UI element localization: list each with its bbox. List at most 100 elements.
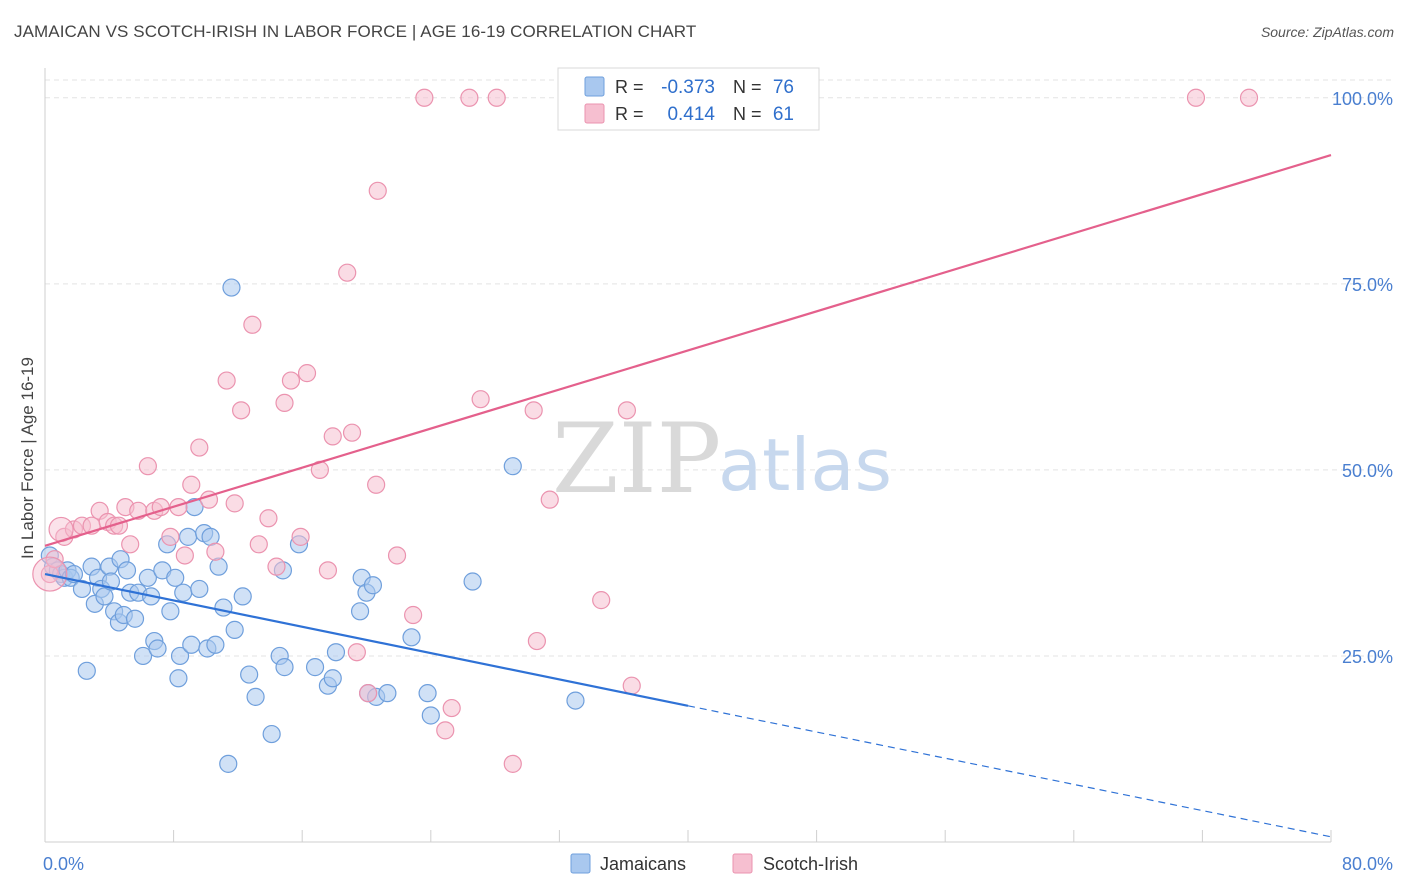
y-tick-label-75: 75.0% — [1342, 275, 1393, 295]
point-scotch-irish-30 — [275, 393, 294, 413]
point-scotch-irish-39 — [347, 643, 366, 662]
point-scotch-irish-60 — [1239, 88, 1259, 107]
legend-bottom-label-scotch-irish: Scotch-Irish — [763, 854, 858, 874]
point-scotch-irish-35 — [318, 561, 338, 580]
point-scotch-irish-18 — [175, 546, 194, 565]
point-scotch-irish-32 — [291, 527, 310, 546]
point-jamaicans-37 — [178, 527, 198, 546]
y-tick-label-50: 50.0% — [1342, 461, 1393, 481]
point-scotch-irish-47 — [442, 698, 461, 718]
legend-swatch-scotch-irish — [584, 103, 605, 124]
point-scotch-irish-49 — [471, 390, 490, 409]
point-scotch-irish-56 — [617, 401, 637, 420]
point-scotch-irish-22 — [206, 542, 225, 561]
point-scotch-irish-50 — [487, 88, 506, 107]
point-scotch-irish-33 — [297, 364, 317, 383]
x-tick-label-min: 0.0% — [43, 854, 84, 874]
trendline-scotch-irish — [44, 154, 1332, 547]
point-scotch-irish-28 — [259, 509, 278, 528]
point-jamaicans-8 — [72, 579, 92, 599]
legend-swatch-jamaicans — [584, 76, 605, 97]
point-jamaicans-32 — [161, 602, 180, 621]
legend-bottom-label-jamaicans: Jamaicans — [600, 854, 686, 874]
point-jamaicans-71 — [421, 706, 440, 725]
chart-title: JAMAICAN VS SCOTCH-IRISH IN LABOR FORCE … — [14, 22, 697, 41]
point-scotch-irish-45 — [415, 88, 434, 107]
point-jamaicans-50 — [233, 587, 252, 606]
point-jamaicans-36 — [174, 583, 193, 602]
point-scotch-irish-46 — [436, 721, 455, 740]
point-jamaicans-21 — [117, 561, 137, 580]
trend-layer — [44, 154, 1332, 838]
point-scotch-irish-57 — [622, 676, 641, 695]
legend-bottom: Jamaicans Scotch-Irish — [570, 853, 858, 874]
point-scotch-irish-53 — [527, 631, 546, 651]
point-scotch-irish-36 — [323, 427, 342, 446]
point-jamaicans-66 — [363, 576, 383, 595]
point-scotch-irish-23 — [217, 371, 236, 390]
watermark-zip: ZIP — [552, 403, 721, 515]
legend-n-label-scotch-irish: N = — [733, 104, 762, 124]
point-jamaicans-45 — [209, 557, 228, 576]
axis-layer — [44, 68, 1331, 843]
legend-top: R = -0.373 N = 76 R = 0.414 N = 61 — [557, 67, 820, 131]
point-jamaicans-56 — [275, 658, 294, 677]
trendline-jamaicans — [44, 572, 689, 707]
point-jamaicans-23 — [125, 609, 145, 628]
point-scotch-irish-13 — [138, 457, 157, 476]
point-scotch-irish-42 — [368, 181, 387, 200]
watermark-atlas: atlas — [718, 423, 892, 507]
point-jamaicans-68 — [378, 684, 397, 703]
point-scotch-irish-51 — [503, 754, 522, 773]
point-jamaicans-44 — [206, 635, 225, 654]
point-jamaicans-74 — [566, 691, 585, 710]
point-jamaicans-46 — [214, 598, 233, 617]
legend-n-value-scotch-irish: 61 — [773, 104, 794, 125]
point-scotch-irish-1 — [45, 550, 64, 569]
watermark: ZIP atlas — [552, 403, 892, 515]
point-scotch-irish-20 — [190, 438, 209, 457]
legend-r-label-scotch-irish: R = — [615, 104, 644, 124]
point-jamaicans-69 — [402, 628, 421, 647]
point-jamaicans-58 — [305, 658, 325, 677]
point-jamaicans-26 — [138, 568, 157, 587]
point-jamaicans-70 — [418, 684, 437, 703]
point-jamaicans-72 — [463, 572, 482, 591]
legend-bottom-swatch-jamaicans — [570, 853, 591, 874]
y-axis-title: In Labor Force | Age 16-19 — [18, 357, 37, 559]
point-jamaicans-40 — [190, 579, 209, 599]
point-scotch-irish-27 — [249, 535, 268, 554]
legend-n-value-jamaicans: 76 — [773, 77, 794, 98]
point-scotch-irish-25 — [232, 401, 251, 420]
point-scotch-irish-19 — [182, 475, 201, 494]
point-jamaicans-61 — [326, 643, 346, 662]
x-tick-label-max: 80.0% — [1342, 854, 1393, 874]
legend-n-label-jamaicans: N = — [733, 77, 762, 97]
y-tick-label-25: 25.0% — [1342, 647, 1393, 667]
point-scotch-irish-11 — [121, 535, 140, 554]
point-jamaicans-29 — [148, 639, 167, 658]
source-credit: Source: ZipAtlas.com — [1260, 24, 1394, 40]
point-scotch-irish-40 — [359, 684, 378, 703]
point-scotch-irish-26 — [243, 315, 262, 334]
point-scotch-irish-37 — [338, 263, 357, 282]
point-jamaicans-52 — [246, 687, 265, 706]
point-scotch-irish-54 — [540, 490, 559, 509]
point-jamaicans-49 — [225, 620, 244, 639]
point-jamaicans-34 — [169, 669, 188, 688]
grid-layer — [44, 79, 1392, 842]
point-scotch-irish-55 — [592, 591, 611, 610]
point-scotch-irish-38 — [342, 423, 362, 442]
trendline-jamaicans-extrapolated — [687, 705, 1332, 838]
point-scotch-irish-59 — [1186, 88, 1206, 107]
legend-r-label-jamaicans: R = — [615, 77, 644, 97]
point-jamaicans-51 — [240, 665, 259, 684]
legend-bottom-swatch-scotch-irish — [732, 853, 753, 874]
point-jamaicans-62 — [350, 602, 370, 621]
point-scotch-irish-24 — [225, 494, 244, 513]
point-jamaicans-60 — [323, 669, 342, 688]
point-scotch-irish-41 — [367, 475, 386, 494]
point-jamaicans-33 — [166, 568, 185, 587]
point-scotch-irish-48 — [460, 88, 479, 107]
